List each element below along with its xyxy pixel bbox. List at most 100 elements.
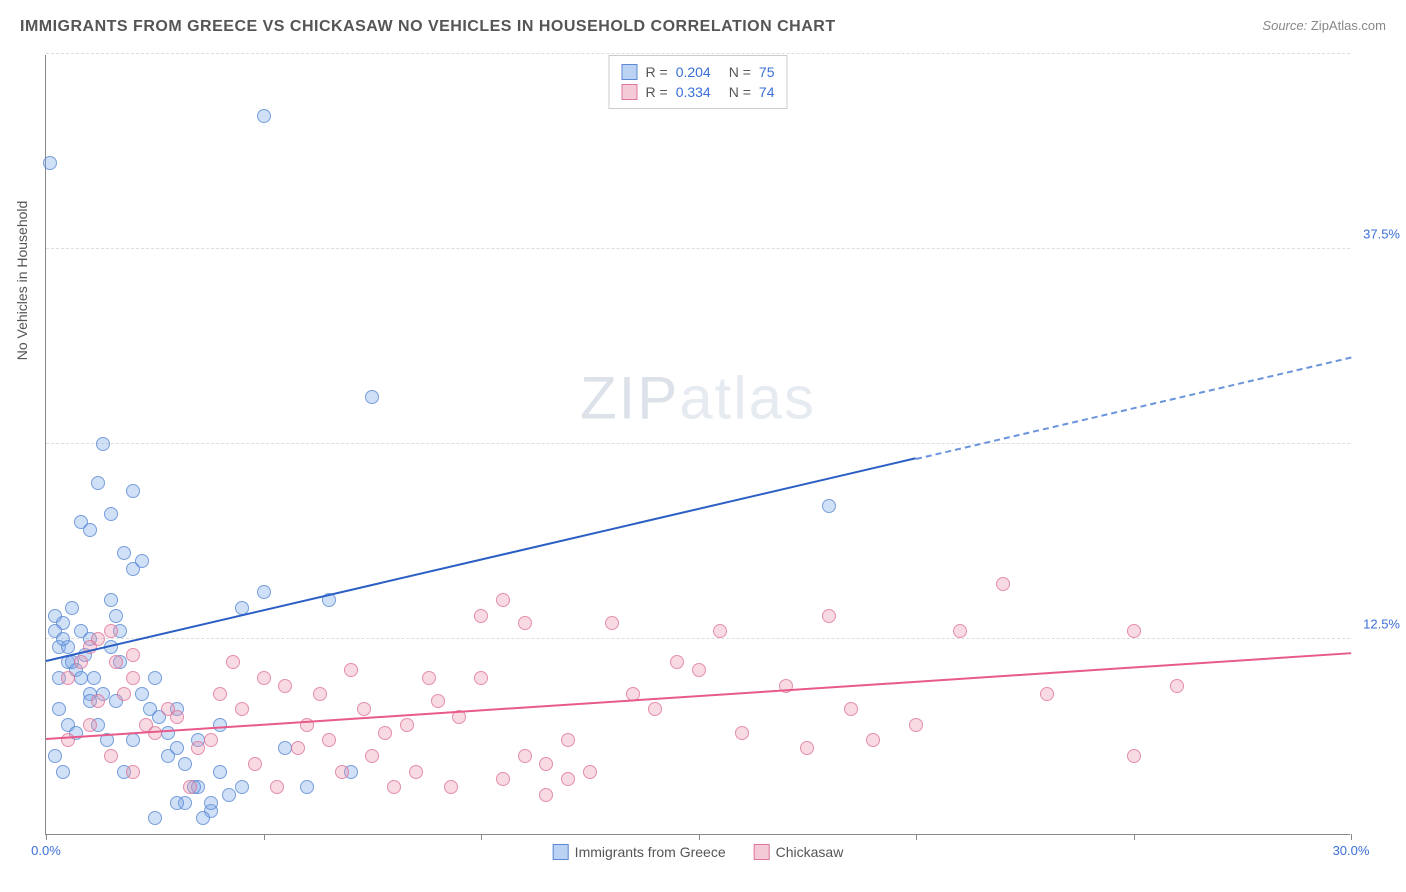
data-point [692,663,706,677]
data-point [1040,687,1054,701]
data-point [213,718,227,732]
data-point [291,741,305,755]
source-credit: Source: ZipAtlas.com [1262,18,1386,33]
legend-row-series2: R = 0.334 N = 74 [622,82,775,102]
data-point [496,593,510,607]
swatch-series1 [553,844,569,860]
data-point [226,655,240,669]
swatch-series2 [754,844,770,860]
data-point [518,616,532,630]
data-point [322,733,336,747]
data-point [248,757,262,771]
data-point [74,655,88,669]
data-point [148,811,162,825]
data-point [104,507,118,521]
data-point [518,749,532,763]
data-point [431,694,445,708]
data-point [278,741,292,755]
data-point [170,741,184,755]
data-point [48,749,62,763]
data-point [126,733,140,747]
data-point [561,733,575,747]
data-point [648,702,662,716]
x-tick [481,834,482,840]
watermark-light: atlas [679,364,816,431]
source-value: ZipAtlas.com [1311,18,1386,33]
watermark: ZIPatlas [580,363,816,432]
data-point [104,593,118,607]
data-point [344,663,358,677]
y-axis-label: No Vehicles in Household [14,201,30,361]
data-point [104,624,118,638]
legend-label-series2: Chickasaw [776,844,844,860]
data-point [409,765,423,779]
data-point [278,679,292,693]
data-point [87,671,101,685]
n-value-series2: 74 [759,84,775,100]
x-tick-label: 0.0% [31,843,61,858]
data-point [800,741,814,755]
data-point [178,757,192,771]
data-point [387,780,401,794]
data-point [822,609,836,623]
x-tick [699,834,700,840]
data-point [161,726,175,740]
data-point [91,694,105,708]
watermark-strong: ZIP [580,364,679,431]
data-point [300,780,314,794]
data-point [1127,749,1141,763]
swatch-series2 [622,84,638,100]
data-point [83,718,97,732]
data-point [713,624,727,638]
data-point [126,648,140,662]
data-point [126,671,140,685]
n-value-series1: 75 [759,64,775,80]
data-point [257,585,271,599]
n-label: N = [729,64,751,80]
data-point [257,109,271,123]
data-point [91,476,105,490]
data-point [117,546,131,560]
data-point [109,609,123,623]
data-point [400,718,414,732]
data-point [117,687,131,701]
x-tick [916,834,917,840]
data-point [161,702,175,716]
data-point [56,632,70,646]
data-point [204,733,218,747]
gridline-h [46,248,1350,249]
r-label: R = [646,64,668,80]
data-point [270,780,284,794]
data-point [357,702,371,716]
data-point [866,733,880,747]
data-point [1127,624,1141,638]
legend-label-series1: Immigrants from Greece [575,844,726,860]
x-tick [1351,834,1352,840]
data-point [109,655,123,669]
r-value-series1: 0.204 [676,64,711,80]
data-point [191,741,205,755]
data-point [83,523,97,537]
data-point [96,437,110,451]
scatter-chart: ZIPatlas R = 0.204 N = 75 R = 0.334 N = … [45,55,1350,835]
data-point [235,702,249,716]
r-value-series2: 0.334 [676,84,711,100]
data-point [135,687,149,701]
data-point [235,780,249,794]
data-point [74,671,88,685]
data-point [43,156,57,170]
data-point [539,788,553,802]
data-point [196,811,210,825]
data-point [365,749,379,763]
data-point [605,616,619,630]
data-point [474,671,488,685]
data-point [148,671,162,685]
y-tick-label: 12.5% [1363,617,1400,632]
data-point [126,765,140,779]
data-point [104,749,118,763]
data-point [378,726,392,740]
data-point [670,655,684,669]
data-point [583,765,597,779]
data-point [65,601,79,615]
x-tick [46,834,47,840]
